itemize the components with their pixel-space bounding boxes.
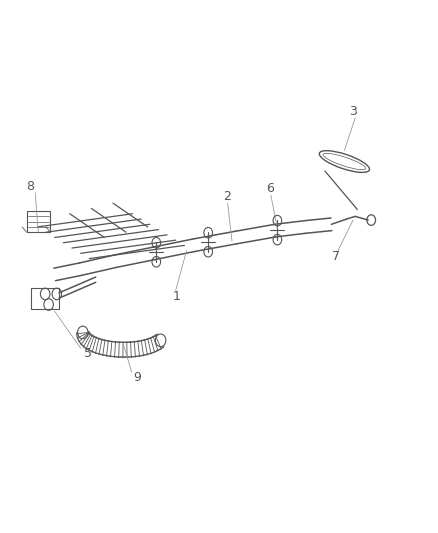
Text: 8: 8 [26,180,34,193]
Text: 2: 2 [223,190,231,204]
Text: 1: 1 [173,290,180,303]
Text: 3: 3 [350,106,357,118]
Text: 6: 6 [266,182,274,195]
Text: 9: 9 [134,371,141,384]
Text: 5: 5 [84,347,92,360]
Text: 7: 7 [332,250,340,263]
